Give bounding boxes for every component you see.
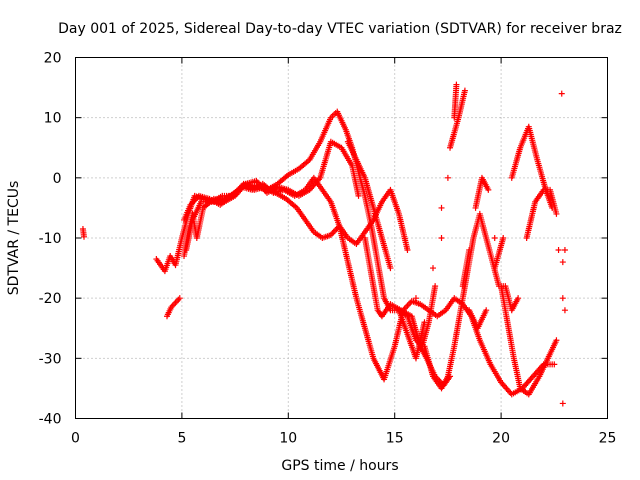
data-point	[549, 204, 556, 211]
data-point	[555, 247, 562, 254]
data-point	[558, 90, 565, 97]
y-tick-label: -30	[39, 351, 62, 367]
data-point	[412, 295, 419, 302]
data-point	[438, 204, 445, 211]
data-point	[421, 319, 428, 326]
chart-title: Day 001 of 2025, Sidereal Day-to-day VTE…	[58, 21, 622, 37]
data-point	[453, 81, 460, 88]
data-point	[438, 235, 445, 241]
data-point	[387, 265, 394, 272]
x-tick-label: 15	[386, 431, 404, 447]
data-point	[559, 295, 566, 302]
data-point	[404, 247, 411, 254]
grid	[75, 57, 608, 419]
x-tick-label: 20	[492, 431, 510, 447]
data-point	[432, 283, 439, 290]
data-point	[461, 87, 468, 94]
y-tick-label: 20	[44, 51, 62, 67]
data-point	[483, 307, 490, 314]
data-point	[485, 186, 492, 193]
data-point	[355, 192, 362, 199]
x-tick-label: 25	[599, 431, 617, 447]
data-point	[551, 361, 558, 368]
y-tick-label: -20	[39, 291, 62, 307]
y-tick-label: -40	[39, 412, 62, 428]
y-axis-label: SDTVAR / TECUs	[6, 181, 22, 296]
data-point	[491, 235, 498, 241]
data-point	[553, 210, 560, 217]
data-point	[561, 247, 568, 254]
axes: 0 5 10 15 20 25 -40 -30 -20 -10 0 10 20	[39, 51, 617, 447]
data-point	[553, 337, 560, 344]
data-series	[79, 81, 568, 407]
data-point	[515, 295, 522, 302]
y-tick-label: -10	[39, 231, 62, 247]
data-point	[561, 307, 568, 314]
x-tick-label: 0	[71, 431, 80, 447]
data-point	[444, 174, 451, 181]
data-point	[430, 265, 437, 272]
data-point	[559, 400, 566, 407]
series-track-e	[344, 87, 568, 362]
x-axis-label: GPS time / hours	[281, 458, 398, 474]
data-point	[81, 233, 88, 240]
x-tick-label: 10	[279, 431, 297, 447]
data-point	[176, 295, 183, 302]
y-tick-label: 10	[44, 111, 62, 127]
data-point	[559, 259, 566, 266]
data-point	[500, 235, 507, 241]
y-tick-label: 0	[53, 171, 62, 187]
x-tick-label: 5	[177, 431, 186, 447]
